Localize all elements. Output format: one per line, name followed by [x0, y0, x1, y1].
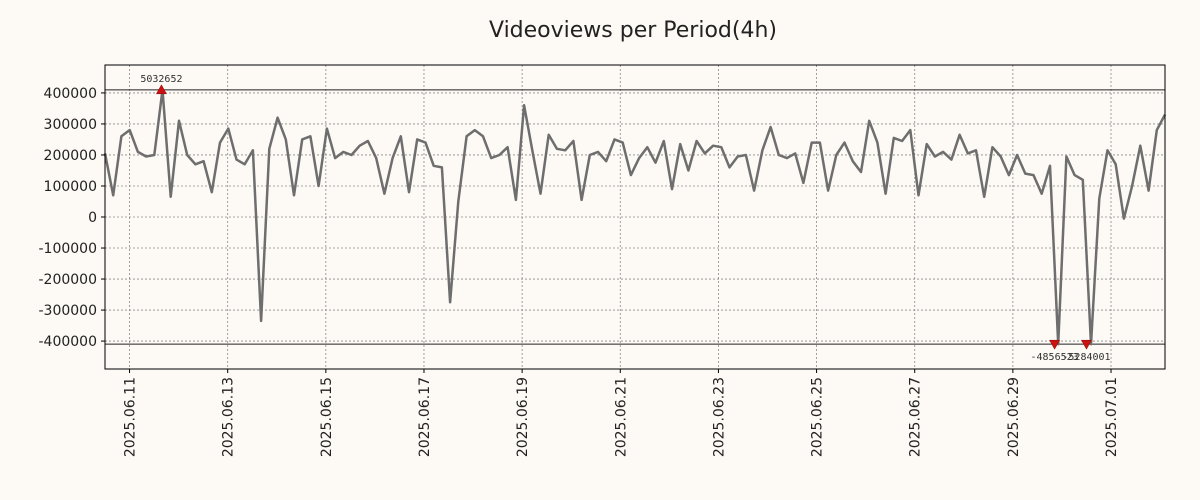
- extreme-marker-label: -5284001: [1062, 352, 1110, 363]
- x-tick-label: 2025.06.19: [515, 377, 531, 457]
- series-layer: [103, 88, 1167, 346]
- y-tick-label: 0: [88, 210, 97, 226]
- y-axis: 400000 300000 200000 100000 0 -100000 -200000 -…: [39, 86, 105, 350]
- x-tick-label: 2025.06.13: [221, 377, 237, 457]
- marker-layer: 5032652 -4856523-5284001: [140, 74, 1110, 363]
- x-tick-label: 2025.06.25: [810, 377, 826, 457]
- y-tick-label: 300000: [44, 117, 97, 133]
- extreme-marker-label: -4856523: [1030, 352, 1078, 363]
- x-tick-label: 2025.06.17: [417, 377, 433, 457]
- y-tick-label: -200000: [39, 272, 98, 288]
- extreme-marker-label: 5032652: [140, 74, 182, 85]
- x-axis: 2025.06.11 2025.06.13 2025.06.15 2025.06.17…: [123, 369, 1120, 457]
- chart-title: Videoviews per Period(4h): [489, 18, 777, 43]
- y-tick-label: -300000: [39, 303, 98, 319]
- y-tick-label: 200000: [44, 148, 97, 164]
- x-tick-label: 2025.06.15: [319, 377, 335, 457]
- extreme-marker: [156, 84, 167, 95]
- extreme-marker: [1049, 339, 1061, 350]
- x-tick-label: 2025.06.11: [123, 377, 139, 457]
- y-tick-label: -400000: [39, 334, 98, 350]
- y-tick-label: 100000: [44, 179, 97, 195]
- y-tick-label: -100000: [39, 241, 98, 257]
- grid-layer: [105, 65, 1165, 369]
- extreme-marker: [1081, 339, 1092, 350]
- x-tick-label: 2025.06.23: [711, 377, 727, 457]
- x-tick-label: 2025.06.27: [908, 377, 924, 457]
- x-tick-label: 2025.07.01: [1104, 377, 1120, 457]
- clip-lines: [105, 89, 1165, 345]
- y-tick-label: 400000: [44, 86, 97, 102]
- series-line: [103, 88, 1167, 346]
- x-tick-label: 2025.06.21: [613, 377, 629, 457]
- x-tick-label: 2025.06.29: [1006, 377, 1022, 457]
